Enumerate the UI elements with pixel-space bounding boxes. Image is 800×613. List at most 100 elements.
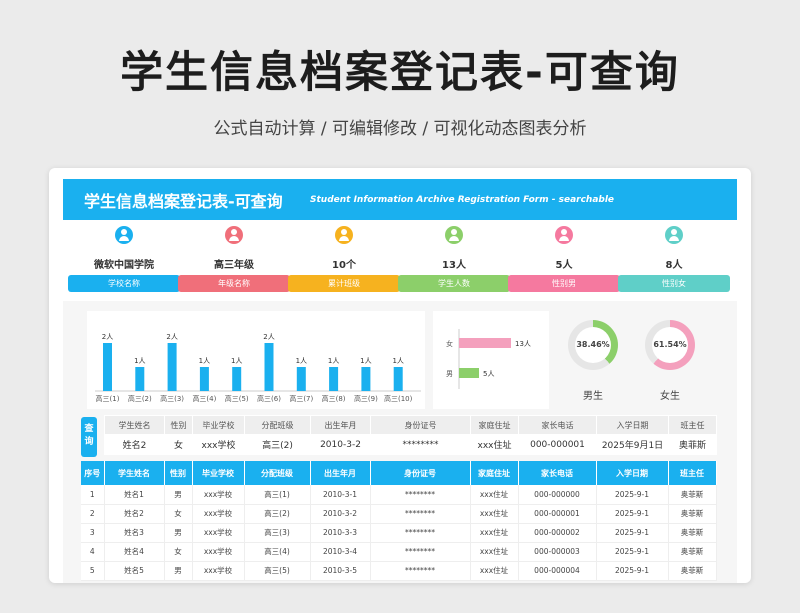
table-cell: 2010-3-2 xyxy=(310,504,371,524)
table-cell: 3 xyxy=(81,523,105,543)
table-header-cell: 学生姓名 xyxy=(104,461,165,485)
hbar-data-label: 13人 xyxy=(515,340,531,348)
user-icon xyxy=(665,226,683,244)
query-header-cell: 家庭住址 xyxy=(470,415,519,435)
table-row: 3 姓名3 男 xxx学校 高三(3) 2010-3-3 ******** xxx住址 000-… xyxy=(81,523,717,543)
bar-data-label: 2人 xyxy=(102,333,113,341)
male-ratio-ring: 38.46% xyxy=(568,320,618,370)
table-row: 1 姓名1 男 xxx学校 高三(1) 2010-3-1 ******** xxx住址 000-… xyxy=(81,485,717,505)
table-header-cell: 序号 xyxy=(81,461,105,485)
table-cell: 2010-3-3 xyxy=(310,523,371,543)
query-result-cell: 奥菲斯 xyxy=(668,434,717,455)
table-cell: xxx学校 xyxy=(192,504,245,524)
bar xyxy=(232,367,242,391)
table-cell: 女 xyxy=(164,504,193,524)
bar-data-label: 1人 xyxy=(134,357,145,365)
kpi-row: 微软中国学院 学校名称 高三年级 年级名称 10个 累计班级 13人 学生人数 … xyxy=(63,220,737,301)
table-cell: xxx住址 xyxy=(470,561,519,581)
table-cell: 2025-9-1 xyxy=(596,485,669,505)
bar-data-label: 1人 xyxy=(392,357,403,365)
bar-data-label: 2人 xyxy=(166,333,177,341)
table-cell: 姓名4 xyxy=(104,542,165,562)
table-cell: 5 xyxy=(81,561,105,581)
table-cell: ******** xyxy=(370,561,471,581)
query-result-cell: 2010-3-2 xyxy=(310,434,371,455)
female-ratio-label: 女生 xyxy=(660,391,680,402)
student-table: 序号 学生姓名 性别 毕业学校 分配班级 出生年月 身份证号 家庭住址 家长电话 入学日期 班主任 … xyxy=(81,461,717,581)
table-row: 5 姓名5 男 xxx学校 高三(5) 2010-3-5 ******** xxx住址 000-… xyxy=(81,561,717,581)
table-cell: xxx住址 xyxy=(470,523,519,543)
table-cell: 高三(3) xyxy=(244,523,311,543)
table-cell: ******** xyxy=(370,542,471,562)
user-icon xyxy=(555,226,573,244)
female-ratio-ring: 61.54% xyxy=(645,320,695,370)
table-cell: 2 xyxy=(81,504,105,524)
kpi-value: 微软中国学院 xyxy=(94,260,154,271)
bar-data-label: 1人 xyxy=(328,357,339,365)
hbar-data-label: 5人 xyxy=(483,370,494,378)
query-header-cell: 入学日期 xyxy=(596,415,669,435)
query-result-cell: xxx学校 xyxy=(192,434,245,455)
table-header-cell: 性别 xyxy=(164,461,193,485)
bar xyxy=(296,367,306,391)
table-cell: 4 xyxy=(81,542,105,562)
table-cell: 000-000000 xyxy=(518,485,597,505)
table-cell: 高三(1) xyxy=(244,485,311,505)
x-tick-label: 高三(4) xyxy=(192,394,216,403)
y-tick-label: 男 xyxy=(446,370,453,378)
table-cell: 000-000002 xyxy=(518,523,597,543)
query-result-cell: 女 xyxy=(164,434,193,455)
query-header-cell: 学生姓名 xyxy=(104,415,165,435)
table-cell: 1 xyxy=(81,485,105,505)
table-cell: 2025-9-1 xyxy=(596,561,669,581)
hbar xyxy=(459,338,511,348)
bar xyxy=(199,367,209,391)
kpi-value: 高三年级 xyxy=(214,260,254,271)
bar-data-label: 1人 xyxy=(199,357,210,365)
kpi-value: 8人 xyxy=(665,260,683,271)
kpi-label: 累计班级 xyxy=(288,275,400,292)
x-tick-label: 高三(6) xyxy=(257,394,281,403)
query-result-cell: 000-000001 xyxy=(518,434,597,455)
table-cell: 2025-9-1 xyxy=(596,504,669,524)
query-button[interactable]: 查询 xyxy=(81,417,97,457)
user-icon xyxy=(115,226,133,244)
bar xyxy=(361,367,371,391)
table-cell: xxx住址 xyxy=(470,504,519,524)
table-cell: xxx住址 xyxy=(470,485,519,505)
kpi-label: 性别女 xyxy=(618,275,730,292)
x-tick-label: 高三(7) xyxy=(289,394,313,403)
query-header-cell: 班主任 xyxy=(668,415,717,435)
kpi-label: 学生人数 xyxy=(398,275,510,292)
banner-subtitle: Student Information Archive Registration… xyxy=(310,195,615,205)
male-ratio-label: 男生 xyxy=(583,391,603,402)
bar-data-label: 1人 xyxy=(296,357,307,365)
dashboard-card: 学生信息档案登记表-可查询 Student Information Archiv… xyxy=(49,168,751,583)
kpi-value: 13人 xyxy=(442,260,466,271)
bar xyxy=(135,367,145,391)
kpi-label: 年级名称 xyxy=(178,275,290,292)
table-cell: 2010-3-1 xyxy=(310,485,371,505)
kpi-label: 学校名称 xyxy=(68,275,180,292)
query-name-input[interactable]: 姓名2 xyxy=(104,434,165,455)
table-cell: ******** xyxy=(370,485,471,505)
bar-data-label: 1人 xyxy=(231,357,242,365)
table-cell: xxx住址 xyxy=(470,542,519,562)
table-cell: xxx学校 xyxy=(192,523,245,543)
gender-bar-chart: 女 13人男 5人 xyxy=(433,311,549,409)
table-header-cell: 身份证号 xyxy=(370,461,471,485)
kpi-value: 5人 xyxy=(555,260,573,271)
y-tick-label: 女 xyxy=(446,339,453,348)
table-row: 2 姓名2 女 xxx学校 高三(2) 2010-3-2 ******** xxx住址 000-… xyxy=(81,504,717,524)
query-header-cell: 身份证号 xyxy=(370,415,471,435)
query-result-cell: 高三(2) xyxy=(244,434,311,455)
table-cell: 奥菲斯 xyxy=(668,542,717,562)
table-cell: 000-000003 xyxy=(518,542,597,562)
kpi-label: 性别男 xyxy=(508,275,620,292)
kpi-school: 微软中国学院 学校名称 xyxy=(68,220,180,301)
table-header-cell: 出生年月 xyxy=(310,461,371,485)
table-header-cell: 班主任 xyxy=(668,461,717,485)
table-cell: 奥菲斯 xyxy=(668,561,717,581)
table-cell: 高三(5) xyxy=(244,561,311,581)
